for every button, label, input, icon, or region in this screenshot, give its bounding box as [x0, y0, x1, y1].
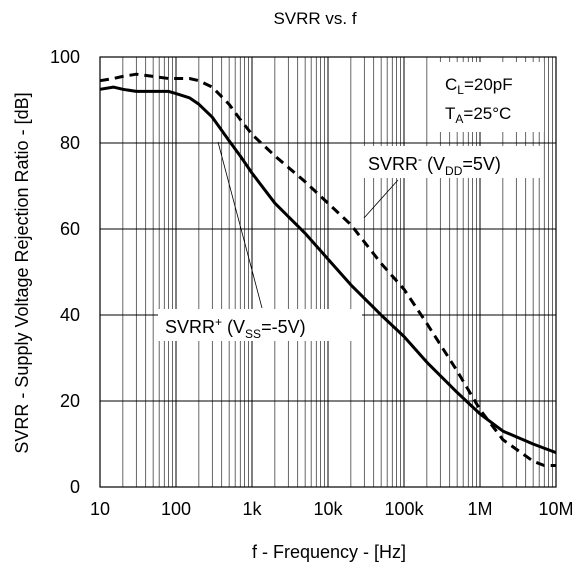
x-tick-label: 100k	[384, 499, 424, 519]
cl-condition: CL=20pF	[445, 75, 513, 97]
x-tick-labels: 10 100 1k 10k 100k 1M 10M	[90, 499, 574, 519]
y-tick-labels: 0 20 40 60 80 100	[50, 47, 80, 497]
y-axis-label: SVRR - Supply Voltage Rejection Ratio - …	[12, 92, 32, 453]
x-tick-label: 1k	[242, 499, 262, 519]
svrr-minus-label: SVRR- (VDD=5V)	[368, 152, 501, 178]
ta-condition: TA=25°C	[445, 104, 511, 126]
x-tick-label: 10k	[313, 499, 343, 519]
y-tick-label: 60	[60, 219, 80, 239]
grid	[99, 56, 556, 488]
plot-frame	[99, 56, 557, 488]
svrr-plus-annotation: SVRR+ (VSS=-5V)	[158, 141, 362, 341]
svrr-minus-annotation: SVRR- (VDD=5V)	[357, 146, 543, 219]
x-tick-label: 100	[161, 499, 191, 519]
series-layer	[99, 72, 557, 467]
y-tick-label: 100	[50, 47, 80, 67]
svrr-minus-line	[99, 72, 556, 467]
x-tick-label: 10	[90, 499, 110, 519]
y-tick-label: 80	[60, 133, 80, 153]
chart-title: SVRR vs. f	[273, 9, 356, 28]
x-axis-label: f - Frequency - [Hz]	[252, 542, 406, 562]
conditions-box: CL=20pF TA=25°C	[432, 62, 544, 132]
x-tick-label: 1M	[467, 499, 492, 519]
x-tick-label: 10M	[538, 499, 573, 519]
y-tick-label: 0	[70, 477, 80, 497]
svrr-plus-label: SVRR+ (VSS=-5V)	[165, 315, 306, 341]
y-tick-label: 40	[60, 305, 80, 325]
svrr-plus-line	[99, 85, 557, 455]
y-tick-label: 20	[60, 391, 80, 411]
